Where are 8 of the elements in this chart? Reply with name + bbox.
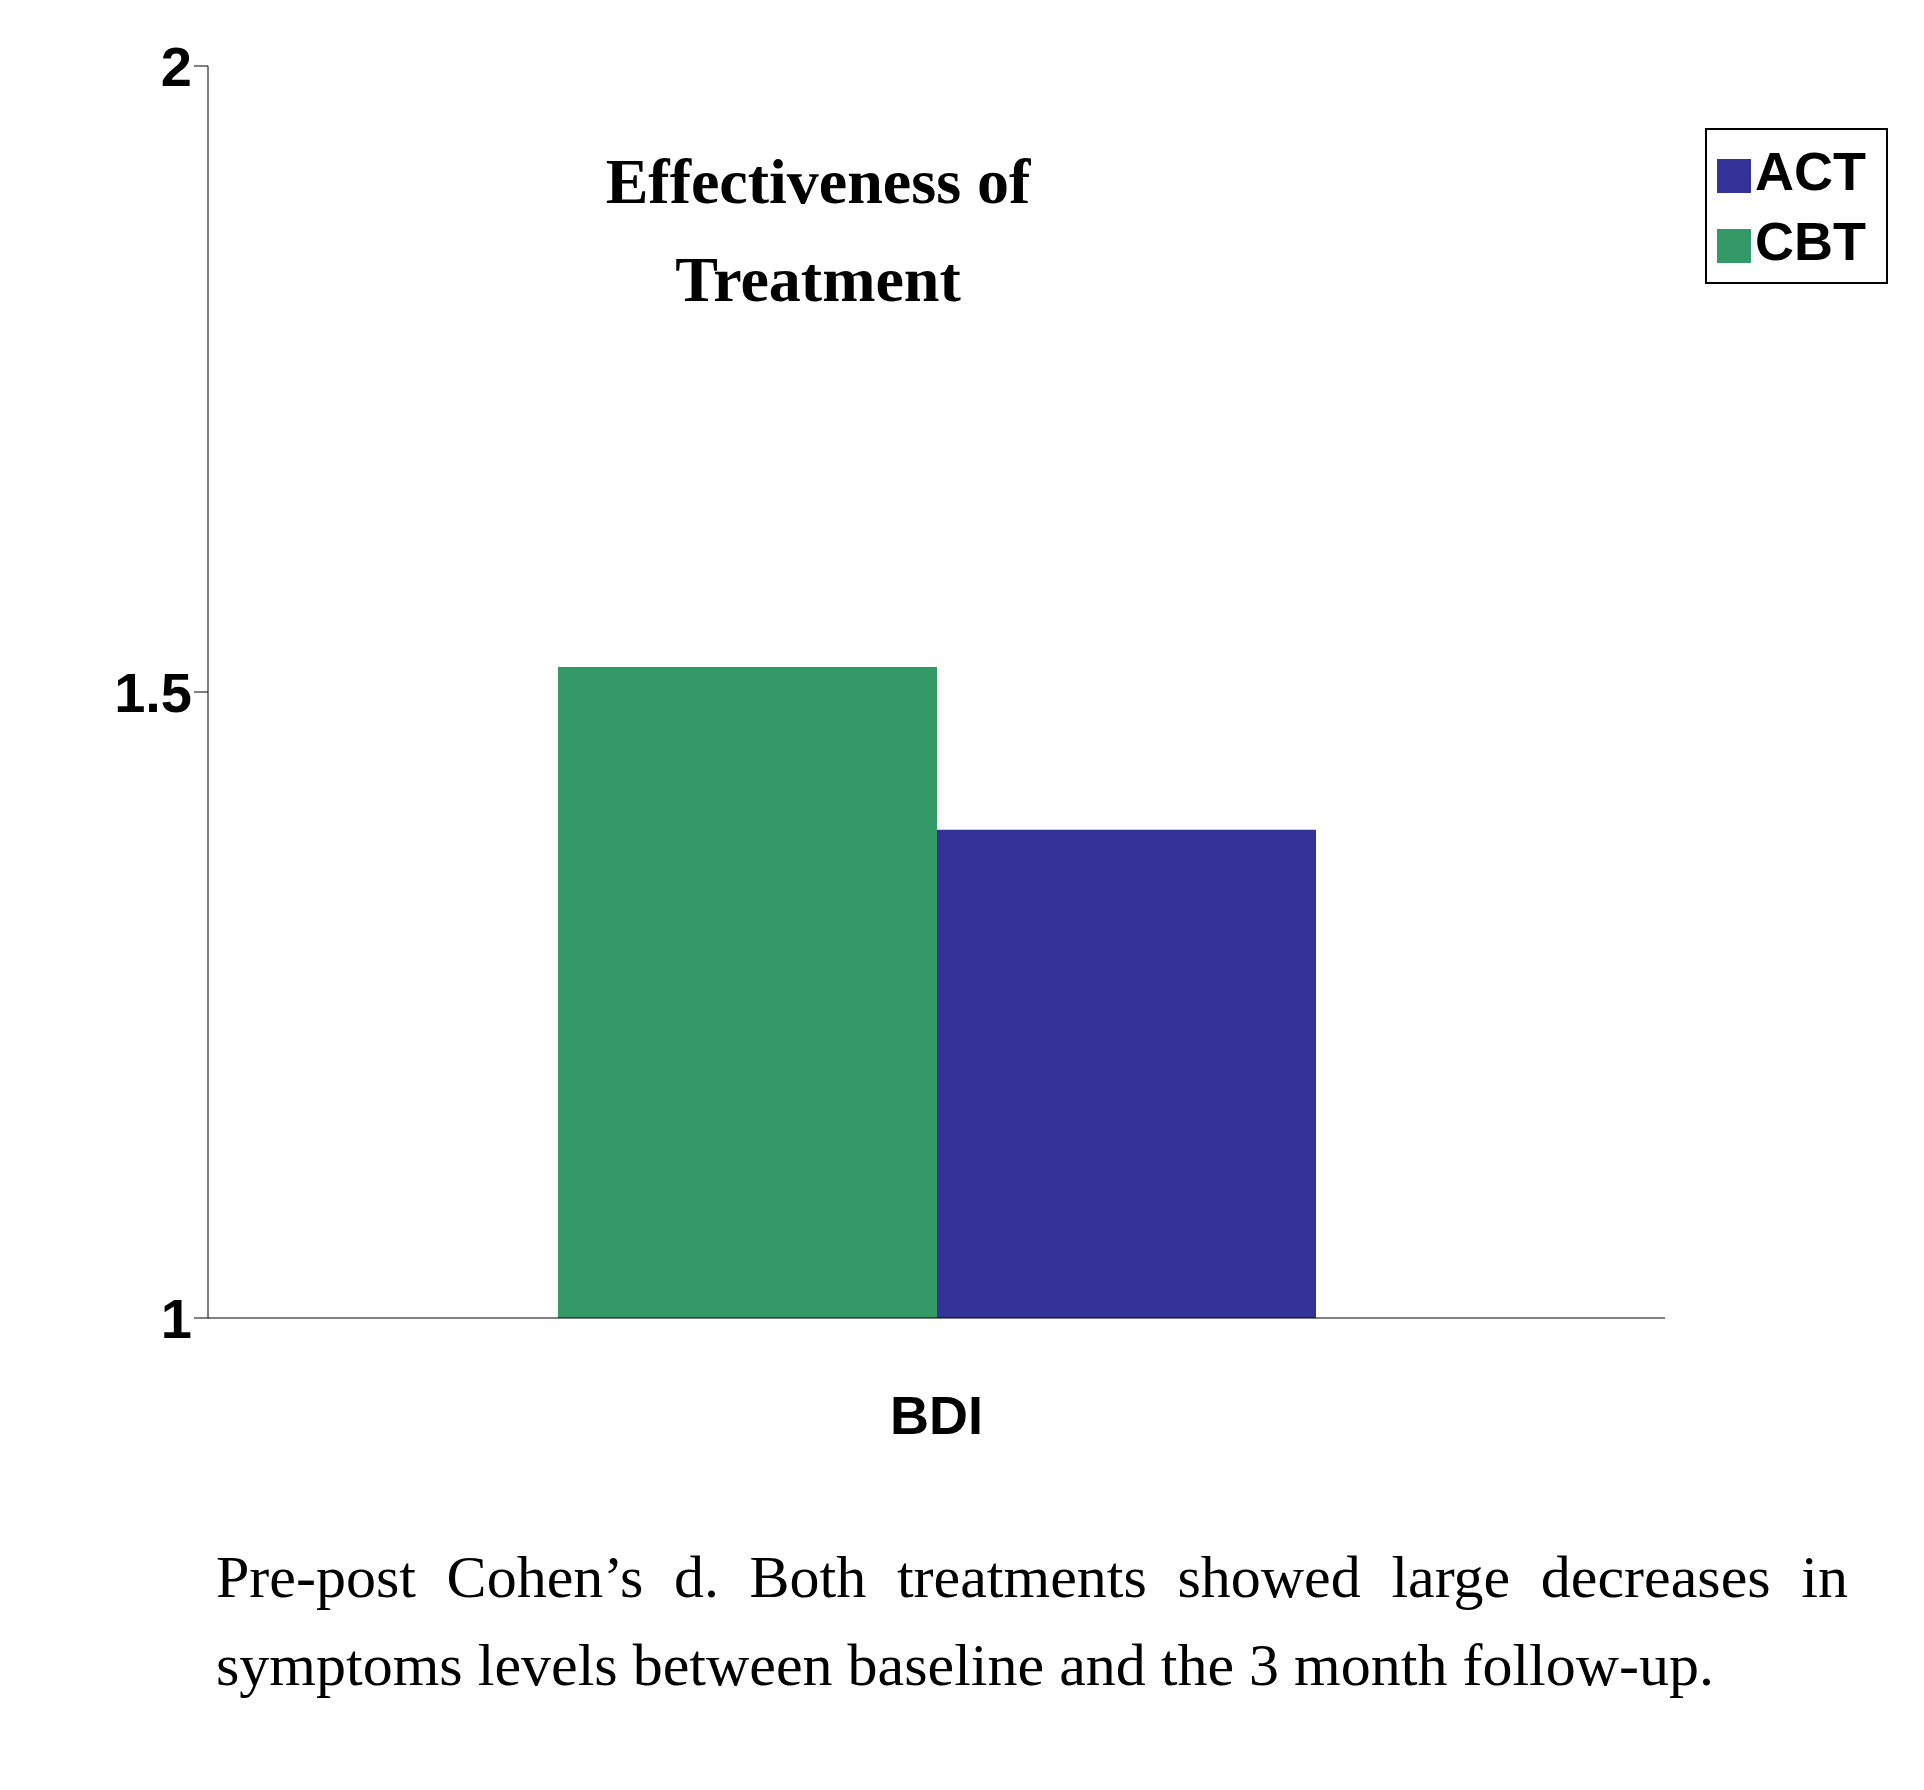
y-tick-label: 1 [160, 1286, 192, 1350]
x-tick-label: BDI [890, 1385, 984, 1446]
legend-label: CBT [1755, 211, 1866, 271]
text: Pre-post Cohen’s d. Both treatments showed large decreases in symptoms levels between baseline and the 3 month follow-up. [216, 1543, 1848, 1700]
legend-label: ACT [1755, 141, 1866, 201]
y-tick-label: 2 [160, 34, 192, 98]
text: Effectiveness of Treatment [604, 145, 1032, 317]
y-tick-label: 1.5 [114, 660, 192, 724]
